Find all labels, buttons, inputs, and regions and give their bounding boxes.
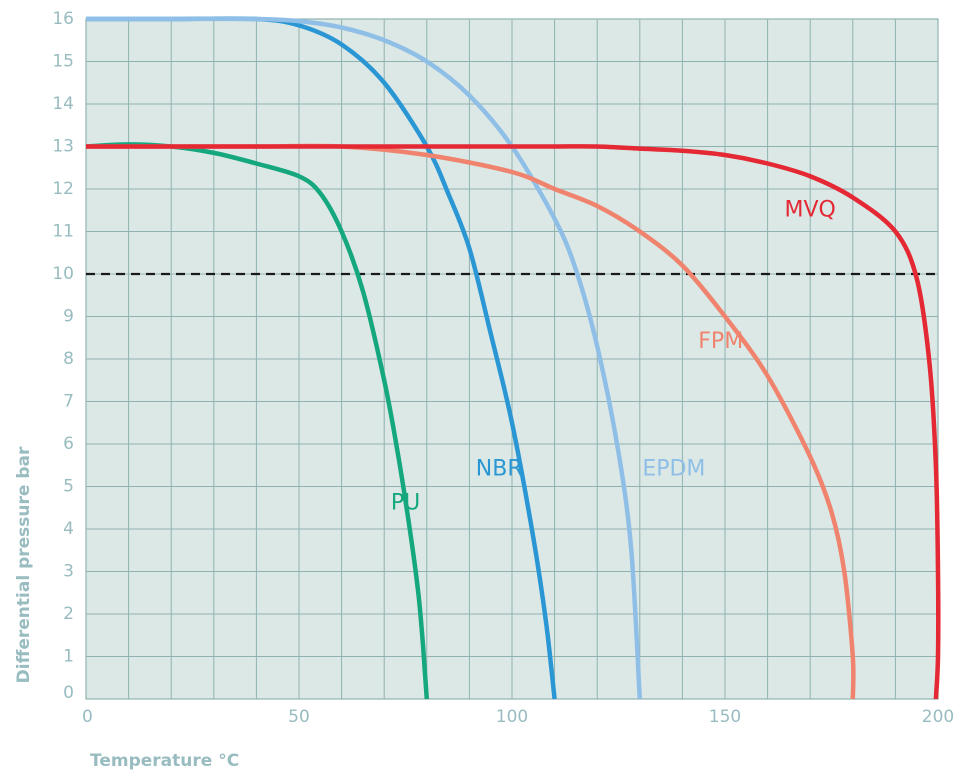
- series-label-mvq: MVQ: [785, 197, 836, 222]
- y-tick-label: 14: [52, 94, 74, 114]
- x-tick-label: 0: [82, 707, 93, 727]
- y-tick-label: 12: [52, 179, 74, 199]
- y-tick-label: 16: [52, 9, 74, 29]
- y-tick-label: 2: [63, 604, 74, 624]
- x-tick-label: 200: [922, 707, 954, 727]
- series-layer: PU NBR EPDM FPM MVQ: [85, 16, 941, 700]
- y-tick-label: 3: [63, 562, 74, 582]
- grid: [85, 18, 939, 700]
- y-tick-label: 9: [63, 307, 74, 327]
- series-line-epdm: [85, 16, 643, 700]
- x-axis-ticks: 0 50 100 150 200: [82, 707, 954, 727]
- y-tick-label: 8: [63, 349, 74, 369]
- series-label-fpm: FPM: [698, 329, 743, 354]
- series-line-mvq: [85, 144, 941, 700]
- y-tick-label: 1: [63, 647, 74, 667]
- y-tick-label: 15: [52, 52, 74, 72]
- y-tick-label: 4: [63, 519, 74, 539]
- y-tick-label: 7: [63, 392, 74, 412]
- y-tick-label: 6: [63, 434, 74, 454]
- y-tick-label: 0: [63, 683, 74, 703]
- series-label-nbr: NBR: [476, 457, 523, 482]
- series-label-epdm: EPDM: [642, 457, 705, 482]
- series-label-pu: PU: [391, 491, 420, 516]
- y-tick-label: 5: [63, 477, 74, 497]
- y-tick-label: 10: [52, 264, 74, 284]
- x-tick-label: 100: [496, 707, 528, 727]
- y-tick-label: 11: [52, 222, 74, 242]
- x-tick-label: 50: [288, 707, 310, 727]
- y-tick-label: 13: [52, 137, 74, 157]
- series-line-pu: [85, 142, 430, 700]
- x-axis-title: Temperature °C: [90, 751, 239, 771]
- x-tick-label: 150: [709, 707, 741, 727]
- y-axis-title: Differential pressure bar: [14, 446, 34, 683]
